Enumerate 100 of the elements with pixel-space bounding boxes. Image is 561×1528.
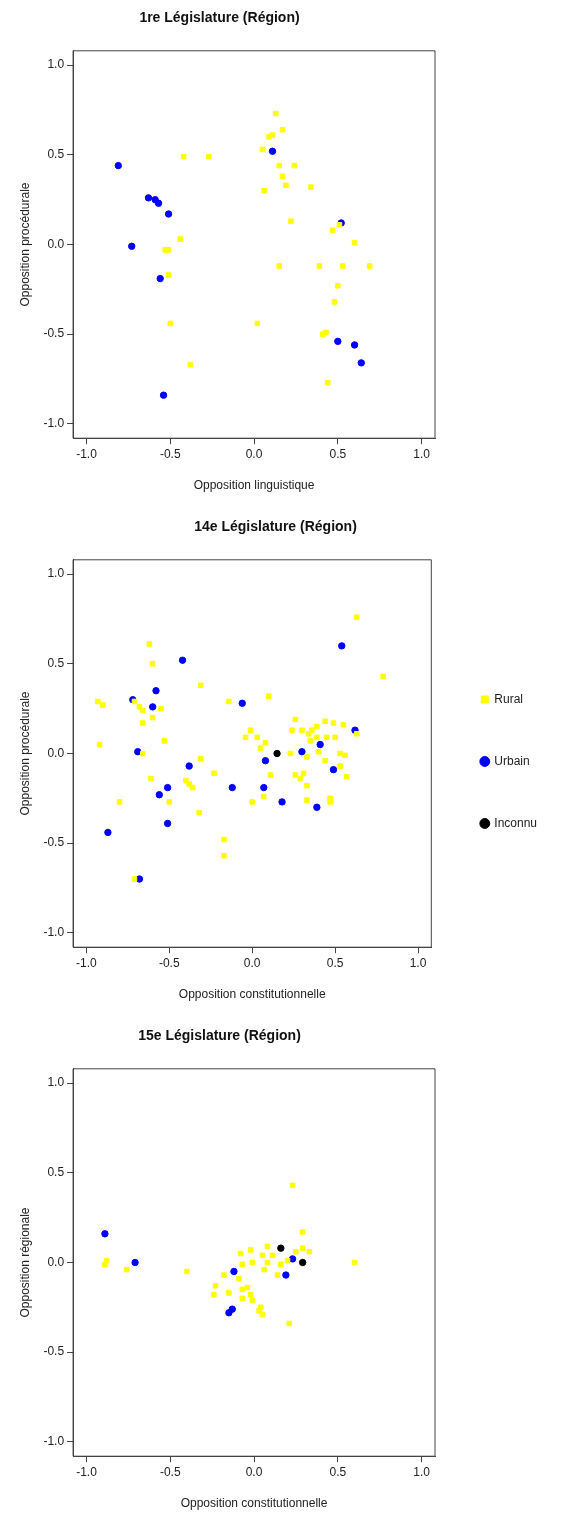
point — [212, 1283, 219, 1289]
point — [131, 1258, 139, 1267]
point — [286, 1320, 292, 1327]
point — [289, 1182, 296, 1189]
point — [135, 875, 144, 883]
point — [259, 1252, 266, 1259]
y-axis-title: Opposition procédurale — [17, 182, 32, 307]
point — [148, 703, 157, 711]
point — [325, 379, 331, 386]
x-axis-title: Opposition constitutionnelle — [178, 987, 326, 1002]
point — [123, 1266, 130, 1273]
point — [269, 1252, 276, 1259]
legend-label: Inconnu — [494, 815, 537, 830]
y-tick-label: 0.0 — [47, 745, 65, 760]
point — [156, 274, 164, 283]
point — [279, 126, 286, 133]
point — [331, 299, 338, 305]
point — [334, 337, 342, 346]
point — [298, 1258, 307, 1267]
y-tick-label: -1.0 — [43, 925, 65, 940]
y-tick-label: -1.0 — [43, 416, 65, 431]
point — [247, 1292, 254, 1298]
point — [306, 1248, 313, 1255]
point — [159, 391, 168, 399]
point — [279, 173, 286, 180]
y-tick-label: 0.5 — [47, 1165, 65, 1180]
point — [282, 1271, 290, 1279]
point — [152, 687, 160, 695]
point — [338, 642, 346, 650]
x-tick-label: -0.5 — [159, 446, 181, 461]
point — [335, 282, 341, 289]
chart-title: 1re Législature (Région) — [139, 9, 300, 26]
point — [101, 1230, 109, 1238]
point — [155, 791, 164, 799]
x-tick-label: 0.5 — [326, 955, 344, 970]
point — [284, 1257, 291, 1264]
point — [134, 748, 142, 756]
point — [163, 783, 172, 792]
point — [350, 341, 359, 349]
point — [239, 1261, 246, 1268]
point — [167, 320, 174, 327]
point — [249, 1259, 256, 1266]
point — [261, 187, 267, 194]
x-tick-label: -0.5 — [158, 955, 180, 970]
chart-title: 14e Législature (Région) — [194, 518, 357, 535]
point — [165, 247, 172, 253]
point — [264, 1243, 271, 1250]
point — [291, 162, 298, 169]
point — [221, 1272, 227, 1278]
point — [184, 1268, 190, 1275]
y-tick-label: -0.5 — [43, 1344, 65, 1359]
point — [260, 783, 268, 792]
point — [256, 1308, 262, 1314]
y-tick-label: -1.0 — [43, 1434, 65, 1449]
x-tick-label: -1.0 — [76, 955, 98, 970]
point — [239, 1286, 246, 1293]
point — [316, 263, 323, 269]
y-axis-title: Opposition régionale — [17, 1207, 32, 1318]
point — [293, 1248, 299, 1255]
point — [276, 162, 282, 169]
x-tick-label: 1.0 — [409, 955, 427, 970]
point — [228, 783, 236, 792]
point — [180, 153, 187, 160]
x-tick-label: -0.5 — [159, 1464, 181, 1479]
point — [164, 210, 173, 218]
x-axis-title: Opposition constitutionnelle — [180, 1496, 328, 1511]
point — [228, 1305, 236, 1313]
point — [330, 227, 336, 233]
point — [261, 756, 270, 765]
point — [247, 1247, 254, 1253]
point — [288, 218, 294, 224]
point — [165, 272, 172, 278]
point — [329, 765, 338, 774]
point — [144, 194, 153, 202]
point — [249, 1297, 256, 1303]
point — [366, 263, 373, 269]
point — [178, 656, 187, 664]
point — [177, 236, 184, 242]
point — [104, 828, 112, 837]
point — [154, 199, 163, 207]
point — [206, 153, 212, 160]
point — [316, 740, 324, 749]
x-tick-label: 0.0 — [243, 955, 261, 970]
legend-label: Urbain — [494, 753, 530, 768]
point — [114, 161, 123, 170]
y-tick-label: -0.5 — [43, 326, 65, 341]
legend-label: Rural — [494, 691, 523, 706]
x-tick-label: -1.0 — [76, 1464, 98, 1479]
x-axis-title: Opposition linguistique — [193, 478, 315, 493]
point — [273, 749, 281, 758]
point — [230, 1267, 238, 1276]
point — [277, 1244, 285, 1252]
point — [357, 359, 365, 367]
point — [236, 1275, 242, 1282]
x-tick-label: 1.0 — [413, 446, 431, 461]
point — [340, 263, 346, 269]
y-tick-label: 1.0 — [47, 1075, 65, 1090]
point — [226, 1290, 232, 1296]
point — [237, 1250, 244, 1257]
y-tick-label: 0.0 — [47, 236, 65, 251]
